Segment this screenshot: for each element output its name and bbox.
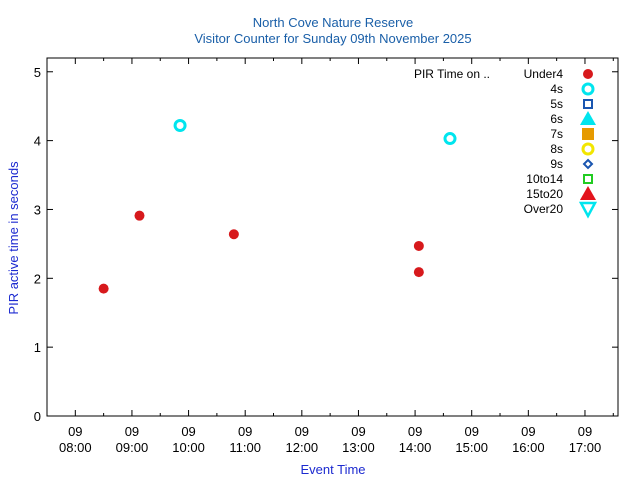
- data-point-under4: [134, 210, 145, 221]
- legend-marker: [583, 69, 593, 79]
- legend-marker: [583, 99, 593, 109]
- legend-marker: [583, 174, 593, 184]
- legend-label: 5s: [550, 97, 563, 111]
- x-tick-time: 11:00: [229, 440, 261, 455]
- legend-marker: [581, 142, 595, 156]
- plot-frame: [46, 57, 619, 417]
- x-tick-day: 09: [521, 424, 535, 439]
- data-point-4s: [173, 118, 187, 132]
- x-tick-time: 13:00: [342, 440, 375, 455]
- x-tick-day: 09: [238, 424, 252, 439]
- y-tick-label: 5: [34, 65, 41, 80]
- x-tick-time: 12:00: [286, 440, 319, 455]
- y-tick-label: 1: [34, 340, 41, 355]
- x-tick-day: 09: [464, 424, 478, 439]
- legend-label: Over20: [524, 202, 564, 216]
- y-tick-label: 0: [34, 409, 41, 424]
- x-tick-day: 09: [578, 424, 592, 439]
- x-tick-time: 09:00: [116, 440, 149, 455]
- data-point-4s: [443, 132, 457, 146]
- data-point-under4: [413, 240, 424, 251]
- legend-marker: [580, 186, 596, 200]
- y-axis-label: PIR active time in seconds: [6, 161, 21, 315]
- legend-label: 8s: [550, 142, 563, 156]
- data-points: [98, 118, 457, 294]
- x-tick-day: 09: [351, 424, 365, 439]
- legend-label: 6s: [550, 112, 563, 126]
- x-tick-day: 09: [408, 424, 422, 439]
- legend-marker: [582, 158, 594, 170]
- y-tick-label: 3: [34, 202, 41, 217]
- x-tick-time: 14:00: [399, 440, 432, 455]
- y-axis: 0 1 2 3 4 5: [34, 65, 618, 424]
- legend-title: PIR Time on ..: [414, 67, 490, 81]
- legend-marker: [582, 128, 594, 140]
- y-tick-label: 2: [34, 271, 41, 286]
- legend-marker: [578, 201, 598, 219]
- data-point-under4: [228, 229, 239, 240]
- x-tick-day: 09: [295, 424, 309, 439]
- legend-marker: [581, 82, 595, 96]
- data-point-under4: [413, 267, 424, 278]
- legend-label: Under4: [524, 67, 564, 81]
- x-tick-time: 10:00: [172, 440, 205, 455]
- chart-subtitle: Visitor Counter for Sunday 09th November…: [194, 31, 471, 46]
- x-tick-time: 17:00: [569, 440, 602, 455]
- legend-label: 10to14: [526, 172, 563, 186]
- x-tick-day: 09: [181, 424, 195, 439]
- x-tick-time: 16:00: [512, 440, 545, 455]
- legend-label: 7s: [550, 127, 563, 141]
- legend-label: 15to20: [526, 187, 563, 201]
- legend-label: 4s: [550, 82, 563, 96]
- x-axis: 0908:000909:000910:000911:000912:000913:…: [59, 58, 614, 455]
- x-axis-label: Event Time: [300, 462, 365, 477]
- chart-title: North Cove Nature Reserve: [253, 15, 413, 30]
- x-tick-day: 09: [125, 424, 139, 439]
- x-tick-day: 09: [68, 424, 82, 439]
- legend-label: 9s: [550, 157, 563, 171]
- y-tick-label: 4: [34, 134, 41, 149]
- legend-marker: [580, 111, 596, 125]
- data-point-under4: [98, 283, 109, 294]
- x-tick-time: 08:00: [59, 440, 92, 455]
- x-tick-time: 15:00: [455, 440, 488, 455]
